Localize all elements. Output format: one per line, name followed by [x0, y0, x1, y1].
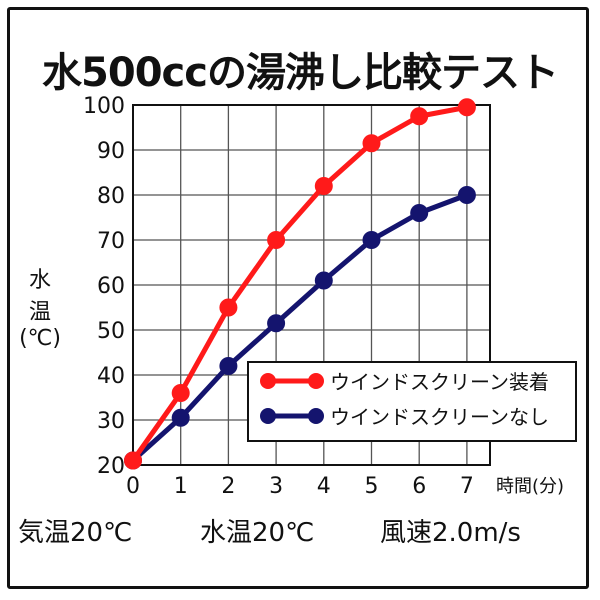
data-point-0 — [410, 107, 429, 126]
legend-box — [247, 361, 577, 442]
figure-border — [7, 7, 589, 589]
legend-marker — [308, 408, 324, 424]
chart-title: 水500ccの湯沸し比較テスト — [42, 50, 559, 96]
y-axis-label-1: 水 — [28, 268, 51, 293]
series-line-0 — [130, 104, 468, 462]
y-axis-label-3: (℃) — [19, 326, 61, 351]
y-tick-label: 30 — [97, 409, 125, 434]
data-point-1 — [314, 271, 333, 290]
legend-label-1: ウインドスクリーンなし — [330, 405, 549, 429]
condition-water-temp: 水温20℃ — [200, 518, 315, 548]
x-tick-label: 3 — [269, 474, 283, 499]
data-point-0 — [362, 134, 381, 153]
condition-air-temp: 気温20℃ — [18, 518, 133, 548]
legend-marker — [260, 373, 276, 389]
y-tick-label: 80 — [97, 184, 125, 209]
legend-label-0: ウインドスクリーン装着 — [330, 370, 549, 394]
data-point-0 — [314, 177, 333, 195]
y-tick-label: 100 — [83, 94, 125, 119]
condition-wind-speed: 風速2.0m/s — [380, 518, 521, 548]
data-point-0 — [219, 298, 238, 317]
series-line-1 — [131, 192, 468, 463]
legend-marker — [260, 408, 276, 424]
data-point-1 — [171, 408, 190, 427]
y-axis-label-2: 温 — [28, 300, 51, 325]
x-tick-label: 1 — [174, 474, 188, 499]
x-tick-label: 6 — [412, 474, 426, 499]
data-point-0 — [171, 384, 190, 402]
data-point-1 — [410, 204, 429, 222]
x-axis-label: 時間(分) — [496, 476, 564, 497]
x-tick-label: 4 — [317, 474, 331, 499]
x-tick-label: 2 — [221, 474, 235, 499]
data-point-0 — [267, 231, 286, 249]
x-tick-label: 5 — [365, 474, 379, 499]
data-point-1 — [219, 357, 238, 375]
plot-border — [132, 104, 491, 466]
y-tick-label: 50 — [97, 319, 125, 344]
y-tick-label: 70 — [97, 229, 125, 254]
data-point-1 — [267, 314, 286, 333]
legend-marker — [308, 373, 324, 389]
y-tick-label: 90 — [97, 139, 125, 164]
x-tick-label: 0 — [126, 474, 140, 499]
data-point-0 — [457, 98, 476, 117]
data-point-0 — [124, 451, 142, 470]
y-tick-label: 20 — [97, 454, 125, 479]
y-tick-label: 60 — [97, 274, 125, 299]
x-tick-label: 7 — [460, 474, 474, 499]
data-point-1 — [362, 231, 381, 249]
y-tick-label: 40 — [97, 364, 125, 389]
data-point-1 — [457, 186, 476, 204]
